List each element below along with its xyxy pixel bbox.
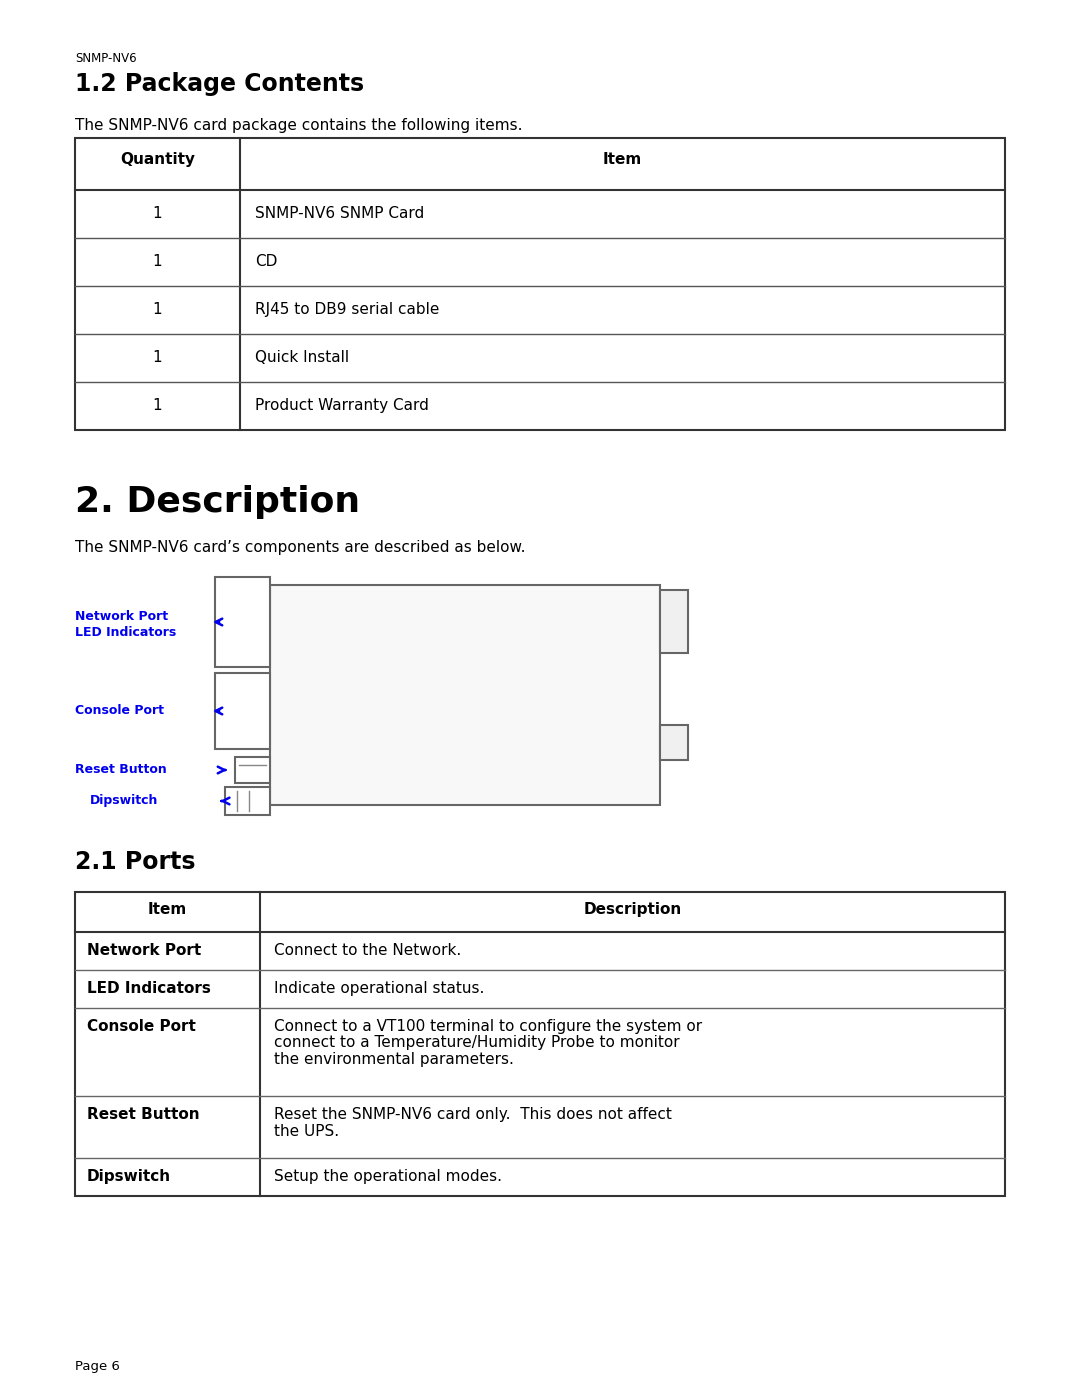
Text: Dipswitch: Dipswitch [87, 1169, 171, 1185]
Text: Item: Item [148, 902, 187, 916]
Text: SNMP-NV6: SNMP-NV6 [75, 52, 137, 66]
Text: CD: CD [255, 254, 278, 270]
Text: the environmental parameters.: the environmental parameters. [274, 1052, 514, 1067]
Text: connect to a Temperature/Humidity Probe to monitor: connect to a Temperature/Humidity Probe … [274, 1035, 679, 1051]
Text: LED Indicators: LED Indicators [87, 981, 211, 996]
Text: Network Port: Network Port [87, 943, 201, 958]
Text: RJ45 to DB9 serial cable: RJ45 to DB9 serial cable [255, 302, 440, 317]
Text: 1: 1 [152, 205, 162, 221]
Text: Reset Button: Reset Button [75, 763, 166, 775]
Bar [270, 585, 660, 805]
Text: the UPS.: the UPS. [274, 1123, 339, 1139]
Text: Description: Description [583, 902, 681, 916]
Text: Console Port: Console Port [87, 1018, 195, 1034]
Text: Indicate operational status.: Indicate operational status. [274, 981, 484, 996]
Bar [225, 787, 270, 814]
Text: Quantity: Quantity [120, 152, 195, 168]
Text: Setup the operational modes.: Setup the operational modes. [274, 1169, 502, 1185]
Text: The SNMP-NV6 card package contains the following items.: The SNMP-NV6 card package contains the f… [75, 117, 523, 133]
Text: 2.1 Ports: 2.1 Ports [75, 849, 195, 875]
Text: Quick Install: Quick Install [255, 351, 349, 365]
Text: Reset Button: Reset Button [87, 1106, 200, 1122]
Text: Product Warranty Card: Product Warranty Card [255, 398, 429, 414]
Text: Network Port: Network Port [75, 610, 168, 623]
Text: Dipswitch: Dipswitch [90, 793, 159, 807]
Text: Connect to a VT100 terminal to configure the system or: Connect to a VT100 terminal to configure… [274, 1018, 702, 1034]
Bar [75, 138, 1005, 430]
Text: Page 6: Page 6 [75, 1361, 120, 1373]
Text: 1: 1 [152, 302, 162, 317]
Bar [215, 577, 270, 666]
Text: Connect to the Network.: Connect to the Network. [274, 943, 461, 958]
Text: 1.2 Package Contents: 1.2 Package Contents [75, 73, 364, 96]
Text: The SNMP-NV6 card’s components are described as below.: The SNMP-NV6 card’s components are descr… [75, 541, 526, 555]
Text: 1: 1 [152, 351, 162, 365]
Text: 2. Description: 2. Description [75, 485, 360, 520]
Text: Console Port: Console Port [75, 704, 164, 717]
Text: Item: Item [603, 152, 643, 168]
Text: 1: 1 [152, 398, 162, 414]
Bar [75, 893, 1005, 1196]
Bar [235, 757, 270, 782]
Bar [215, 673, 270, 749]
Bar [660, 725, 688, 760]
Text: Reset the SNMP-NV6 card only.  This does not affect: Reset the SNMP-NV6 card only. This does … [274, 1106, 672, 1122]
Text: LED Indicators: LED Indicators [75, 626, 176, 638]
Bar [660, 590, 688, 652]
Text: SNMP-NV6 SNMP Card: SNMP-NV6 SNMP Card [255, 205, 424, 221]
Text: 1: 1 [152, 254, 162, 270]
